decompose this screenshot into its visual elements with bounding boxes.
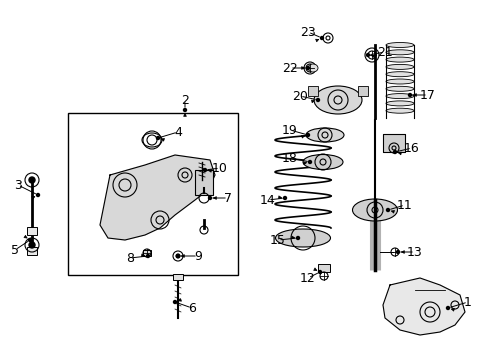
Ellipse shape (306, 128, 344, 142)
Circle shape (317, 99, 319, 102)
Text: 2: 2 (181, 94, 189, 107)
Circle shape (309, 161, 312, 163)
Polygon shape (383, 278, 465, 335)
Circle shape (367, 54, 369, 57)
Bar (308, 86, 318, 96)
Bar (173, 274, 183, 280)
Circle shape (183, 108, 187, 112)
Text: 9: 9 (194, 249, 202, 262)
Text: 22: 22 (282, 62, 298, 75)
Ellipse shape (386, 94, 414, 99)
Circle shape (29, 242, 35, 248)
Bar (27, 227, 37, 235)
Bar (68, 113, 238, 275)
Bar (358, 86, 368, 96)
Ellipse shape (303, 154, 343, 170)
Text: 13: 13 (407, 246, 423, 258)
Circle shape (446, 306, 449, 310)
Text: 5: 5 (11, 243, 19, 256)
Circle shape (318, 270, 321, 274)
Text: 15: 15 (270, 234, 286, 247)
Circle shape (307, 67, 310, 69)
Text: 19: 19 (282, 123, 298, 136)
Bar (383, 134, 405, 152)
Text: 4: 4 (174, 126, 182, 139)
Text: 21: 21 (377, 45, 393, 59)
Ellipse shape (386, 86, 414, 91)
Text: 10: 10 (212, 162, 228, 175)
Text: 12: 12 (300, 271, 316, 284)
Ellipse shape (308, 64, 318, 72)
Text: 14: 14 (260, 194, 276, 207)
Bar (318, 264, 330, 272)
Text: 6: 6 (188, 302, 196, 315)
Circle shape (284, 197, 287, 199)
Text: 8: 8 (126, 252, 134, 265)
Circle shape (36, 194, 40, 197)
Circle shape (203, 168, 206, 171)
Bar (143, 250, 151, 256)
Circle shape (393, 150, 396, 153)
Circle shape (28, 239, 31, 242)
Circle shape (156, 136, 160, 140)
Ellipse shape (352, 199, 397, 221)
Circle shape (396, 251, 399, 253)
Circle shape (147, 255, 149, 257)
Circle shape (29, 177, 35, 183)
Text: 16: 16 (404, 141, 420, 154)
Text: 20: 20 (292, 90, 308, 103)
Text: 7: 7 (224, 192, 232, 204)
Circle shape (307, 134, 310, 136)
Polygon shape (100, 155, 215, 240)
Circle shape (387, 208, 390, 212)
Ellipse shape (386, 72, 414, 77)
Circle shape (176, 255, 179, 257)
Bar (195, 170, 213, 195)
Text: 23: 23 (300, 26, 316, 39)
Text: 11: 11 (397, 198, 413, 212)
Ellipse shape (386, 42, 414, 48)
Ellipse shape (386, 64, 414, 69)
Text: 3: 3 (14, 179, 22, 192)
Circle shape (320, 36, 323, 40)
Circle shape (296, 237, 299, 239)
Ellipse shape (386, 108, 414, 113)
Bar (27, 247, 37, 255)
Ellipse shape (386, 101, 414, 106)
Ellipse shape (386, 79, 414, 84)
Ellipse shape (386, 50, 414, 55)
Text: 1: 1 (464, 296, 472, 309)
Text: 18: 18 (282, 152, 298, 165)
Ellipse shape (386, 57, 414, 62)
Circle shape (209, 197, 212, 199)
Ellipse shape (275, 229, 330, 247)
Circle shape (173, 301, 176, 303)
Circle shape (409, 94, 412, 96)
Text: 17: 17 (420, 89, 436, 102)
Ellipse shape (314, 86, 362, 114)
